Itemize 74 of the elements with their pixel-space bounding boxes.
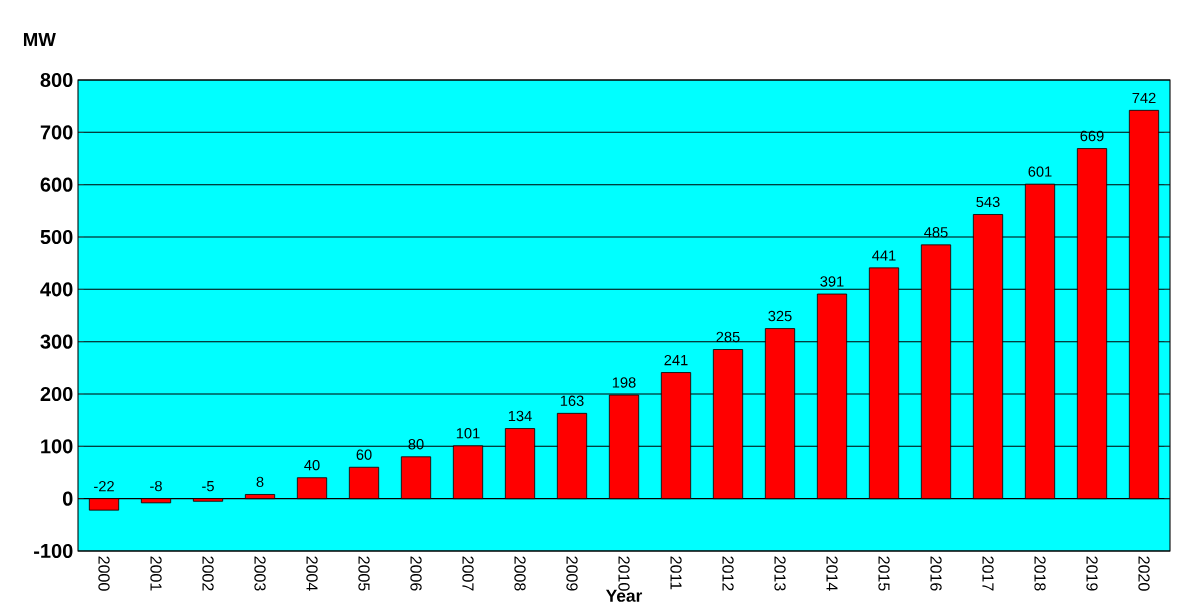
bar [972,214,1004,500]
y-tick-label: 200 [40,386,73,402]
x-tick-label: 2017 [982,556,994,591]
data-label: 163 [560,395,584,406]
x-tick-label: 2004 [306,556,318,591]
data-label: 601 [1028,166,1052,177]
x-tick-label: 2001 [150,556,162,591]
data-label: 441 [872,250,896,261]
bar [1076,148,1108,500]
y-tick-label: 400 [40,282,73,297]
y-tick-label: 700 [40,125,73,140]
y-tick-label: 500 [40,229,73,245]
bar [296,477,328,500]
x-tick-label: 2007 [462,556,474,591]
x-tick-label: 2012 [722,556,734,591]
bar [764,328,796,500]
data-label: -8 [150,480,162,492]
x-tick-label: 2014 [826,556,838,591]
bar [712,349,744,500]
x-tick-label: 2011 [670,556,682,590]
data-label: -22 [94,481,114,492]
data-label: 40 [304,459,320,471]
data-label: 669 [1080,130,1104,142]
x-tick-label: 2015 [878,556,890,591]
data-label: 198 [612,377,636,388]
x-axis-title: Year [605,589,643,602]
bar [608,394,640,500]
y-tick-label: -100 [34,543,73,559]
data-label: 134 [508,410,532,422]
data-label: 391 [820,276,844,287]
bar [868,267,900,500]
y-axis-title: MW [23,33,56,46]
bar [816,293,848,500]
bar [400,456,432,500]
bar [504,428,536,500]
data-label: 241 [664,354,688,366]
data-label: 8 [256,476,264,488]
bar [452,445,484,500]
data-label: 485 [924,227,948,238]
y-tick-label: 600 [40,177,73,192]
bar [348,466,380,500]
bar [920,244,952,500]
data-label: -5 [202,481,214,492]
data-label: 742 [1132,92,1156,103]
y-tick-label: 800 [40,72,73,88]
y-tick-label: 0 [62,491,73,506]
bar [140,498,172,504]
x-tick-label: 2006 [410,556,422,591]
data-label: 101 [456,428,480,439]
x-tick-label: 2020 [1138,556,1150,591]
x-tick-label: 2018 [1034,556,1046,591]
data-label: 60 [356,449,372,460]
y-tick-label: 100 [41,439,73,454]
x-tick-label: 2013 [774,556,786,591]
bar [556,412,588,500]
bar [1128,109,1160,500]
bar [660,372,692,500]
data-label: 285 [716,331,740,343]
x-tick-label: 2009 [566,556,578,591]
x-tick-label: 2010 [618,556,630,591]
bar [244,494,276,500]
x-tick-label: 2000 [98,556,110,591]
x-tick-label: 2002 [202,556,214,591]
x-tick-label: 2005 [358,556,370,591]
bar [192,498,224,502]
x-tick-label: 2003 [254,556,266,591]
data-label: 325 [768,310,792,322]
bar [1024,183,1056,500]
y-tick-label: 300 [40,334,73,349]
bar [88,498,120,511]
data-label: 543 [976,196,1000,208]
x-tick-label: 2019 [1086,556,1098,591]
x-tick-label: 2016 [930,556,942,591]
x-tick-label: 2008 [514,556,526,591]
